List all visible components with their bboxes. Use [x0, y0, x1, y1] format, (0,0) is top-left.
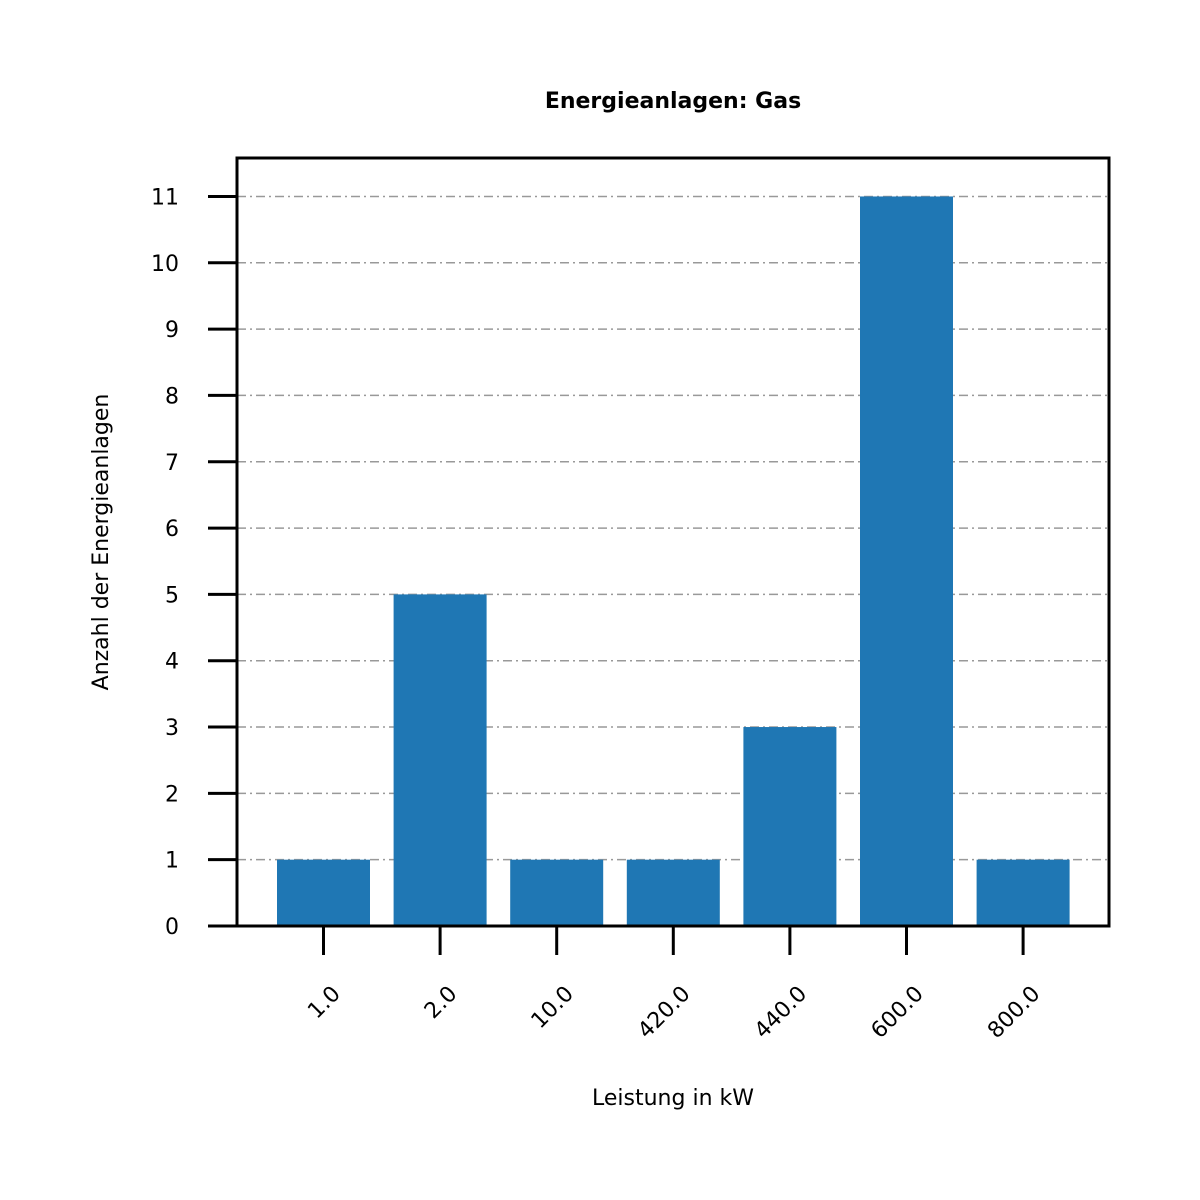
y-tick-label: 1	[165, 849, 179, 874]
bar	[277, 859, 370, 926]
bar	[510, 859, 604, 926]
bars	[277, 196, 1070, 927]
y-tick-label: 6	[165, 517, 179, 542]
bar	[626, 859, 720, 926]
chart-title: Energieanlagen: Gas	[545, 89, 801, 114]
bar	[860, 196, 953, 927]
y-tick-label: 8	[165, 384, 179, 409]
bar	[976, 859, 1070, 926]
y-tick-label: 7	[165, 451, 179, 476]
y-axis: 0 1 2 3 4 5 6 7 8 9 10 11	[151, 185, 237, 940]
y-tick-label: 10	[151, 252, 179, 277]
y-tick-label: 4	[165, 650, 179, 675]
y-tick-label: 0	[165, 915, 179, 940]
y-tick-label: 5	[165, 583, 179, 608]
bar	[743, 727, 837, 926]
bar	[393, 594, 487, 926]
x-axis-label: Leistung in kW	[592, 1086, 754, 1111]
y-tick-label: 11	[151, 185, 179, 210]
y-tick-label: 2	[165, 782, 179, 807]
y-tick-label: 9	[165, 318, 179, 343]
y-axis-label: Anzahl der Energieanlagen	[89, 394, 114, 691]
gridlines	[237, 195, 1109, 861]
y-tick-label: 3	[165, 716, 179, 741]
